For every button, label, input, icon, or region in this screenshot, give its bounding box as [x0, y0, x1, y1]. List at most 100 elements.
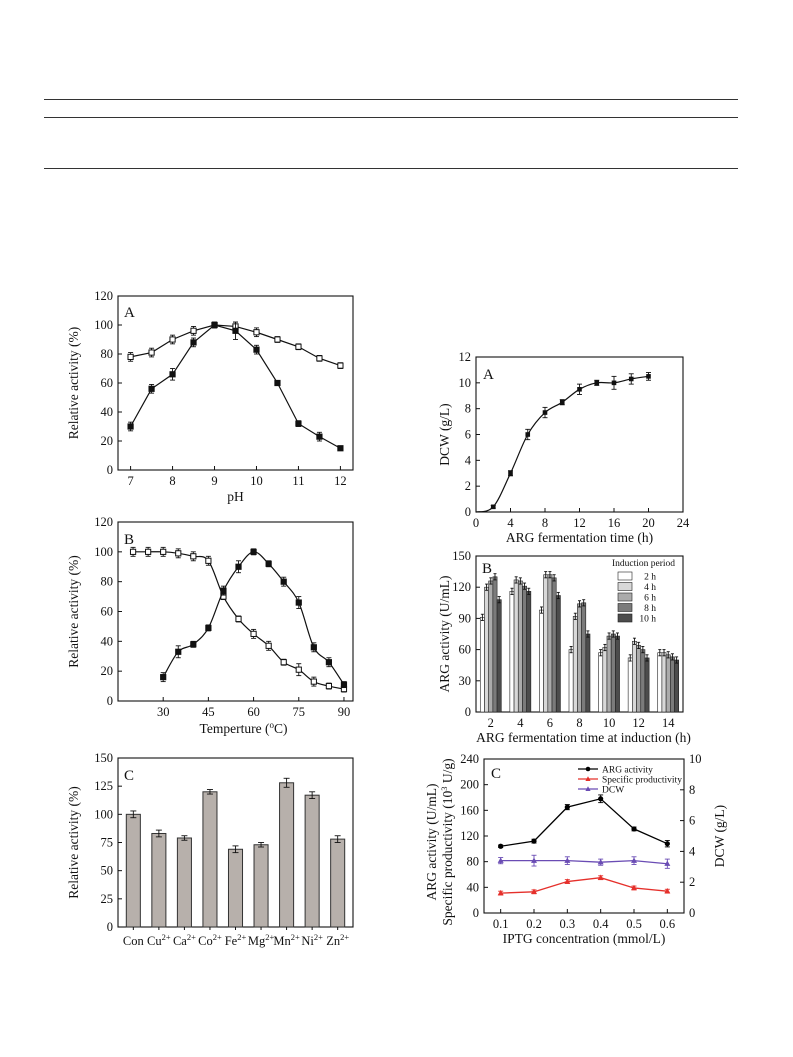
x-tick-label: 12 [334, 474, 347, 488]
data-point [337, 445, 344, 452]
data-point [664, 860, 671, 866]
data-point [497, 857, 504, 863]
x-tick-label: 0 [473, 516, 479, 530]
data-point [490, 504, 496, 510]
data-point [160, 674, 167, 681]
data-point [295, 343, 302, 350]
x-tick-label: 0.2 [526, 917, 542, 931]
bar [484, 586, 489, 713]
panel-label: C [491, 766, 501, 782]
bar [513, 579, 519, 713]
y-tick-label: 10 [459, 376, 472, 390]
series-line [500, 859, 668, 865]
x-tick-label: 11 [292, 474, 304, 488]
data-point [190, 339, 197, 346]
bar [577, 603, 582, 713]
data-point [160, 548, 167, 555]
data-point [598, 796, 604, 802]
y-tick-label: 120 [460, 829, 479, 843]
y-tick-label: 0 [689, 906, 695, 920]
data-point [129, 548, 137, 555]
bar [522, 585, 527, 713]
data-point [664, 841, 670, 847]
legend-swatch [617, 592, 633, 602]
legend-marker [585, 766, 591, 772]
data-point [498, 843, 504, 849]
bar [202, 791, 218, 928]
data-point [531, 888, 537, 895]
x-tick-label: 0.1 [493, 917, 509, 931]
data-point [250, 548, 257, 555]
y-tick-label: 120 [94, 515, 113, 529]
bar [279, 782, 295, 928]
y-axis-label: ARG activity (U/mL) [437, 576, 452, 693]
legend-label: 4 h [644, 583, 656, 593]
y-tick-label: 60 [101, 605, 114, 619]
data-point [190, 553, 197, 560]
y-tick-label: 25 [101, 892, 114, 906]
legend-swatch [617, 571, 633, 581]
y-axis-label: DCW (g/L) [437, 403, 452, 465]
x-tick-label: 12 [573, 516, 586, 530]
data-point [169, 336, 176, 343]
bar [636, 645, 642, 713]
series-line [500, 877, 668, 894]
data-point [564, 878, 571, 884]
y-tick-label: 40 [101, 634, 114, 648]
legend-label: 8 h [644, 604, 656, 614]
bar [644, 657, 650, 713]
data-point [235, 615, 242, 623]
y-tick-label: 100 [94, 807, 113, 821]
x-tick-label: Mg2+ [248, 932, 275, 948]
legend-swatch [617, 582, 633, 591]
data-point [295, 420, 302, 427]
y-tick-label: 40 [101, 405, 114, 419]
data-point [564, 857, 571, 863]
legend-marker [585, 776, 591, 781]
y-tick-label: 150 [94, 751, 113, 765]
y-tick-label: 2 [689, 875, 695, 889]
x-tick-label: 75 [293, 705, 306, 719]
data-point [325, 659, 332, 666]
x-tick-label: Co2+ [198, 932, 222, 948]
x-tick-label: 2 [488, 716, 494, 730]
data-point [316, 355, 323, 362]
y-tick-label: 125 [94, 779, 113, 793]
chart-left-C: 0 25 50 75 100 125 150 Relative activity (%) C Co… [66, 751, 354, 948]
bar [581, 602, 587, 713]
data-point [169, 371, 176, 378]
y-tick-label: 150 [452, 549, 471, 563]
bar [547, 574, 553, 713]
x-tick-label: Mn2+ [273, 932, 300, 948]
data-point [274, 336, 281, 343]
data-point [220, 587, 227, 594]
series-line [130, 324, 341, 449]
bar [568, 649, 574, 713]
data-point [508, 470, 513, 476]
y-axis-label-secondary: Specific productivity (103 U/g) [439, 758, 455, 925]
y-tick-label: 100 [94, 545, 113, 559]
x-tick-label: 45 [202, 705, 215, 719]
x-tick-label: 14 [662, 716, 675, 730]
data-point [127, 423, 134, 430]
legend-label: 6 h [644, 594, 656, 604]
y-axis-label: Relative activity (%) [66, 555, 81, 667]
y-tick-label: 40 [467, 880, 480, 894]
y-tick-label: 120 [94, 289, 113, 303]
data-point [175, 648, 182, 655]
x-tick-label: Fe2+ [225, 932, 247, 948]
chart-right-C: 0 40 80 120 160 200 240 0 2 4 6 8 10 0.1 0.2 0.3 0.4 0.5 0… [424, 752, 727, 946]
bar [640, 649, 646, 713]
data-point [531, 838, 537, 844]
legend-swatch [617, 603, 633, 612]
data-point [250, 630, 257, 637]
x-tick-label: Con [123, 934, 145, 948]
x-tick-label: 12 [632, 716, 645, 730]
data-point [205, 557, 212, 564]
x-tick-label: 0.6 [660, 917, 676, 931]
x-tick-label: 4 [507, 516, 514, 530]
y-tick-label: 120 [452, 580, 471, 594]
bar [176, 837, 192, 928]
data-point [253, 329, 260, 336]
bar [492, 576, 498, 713]
